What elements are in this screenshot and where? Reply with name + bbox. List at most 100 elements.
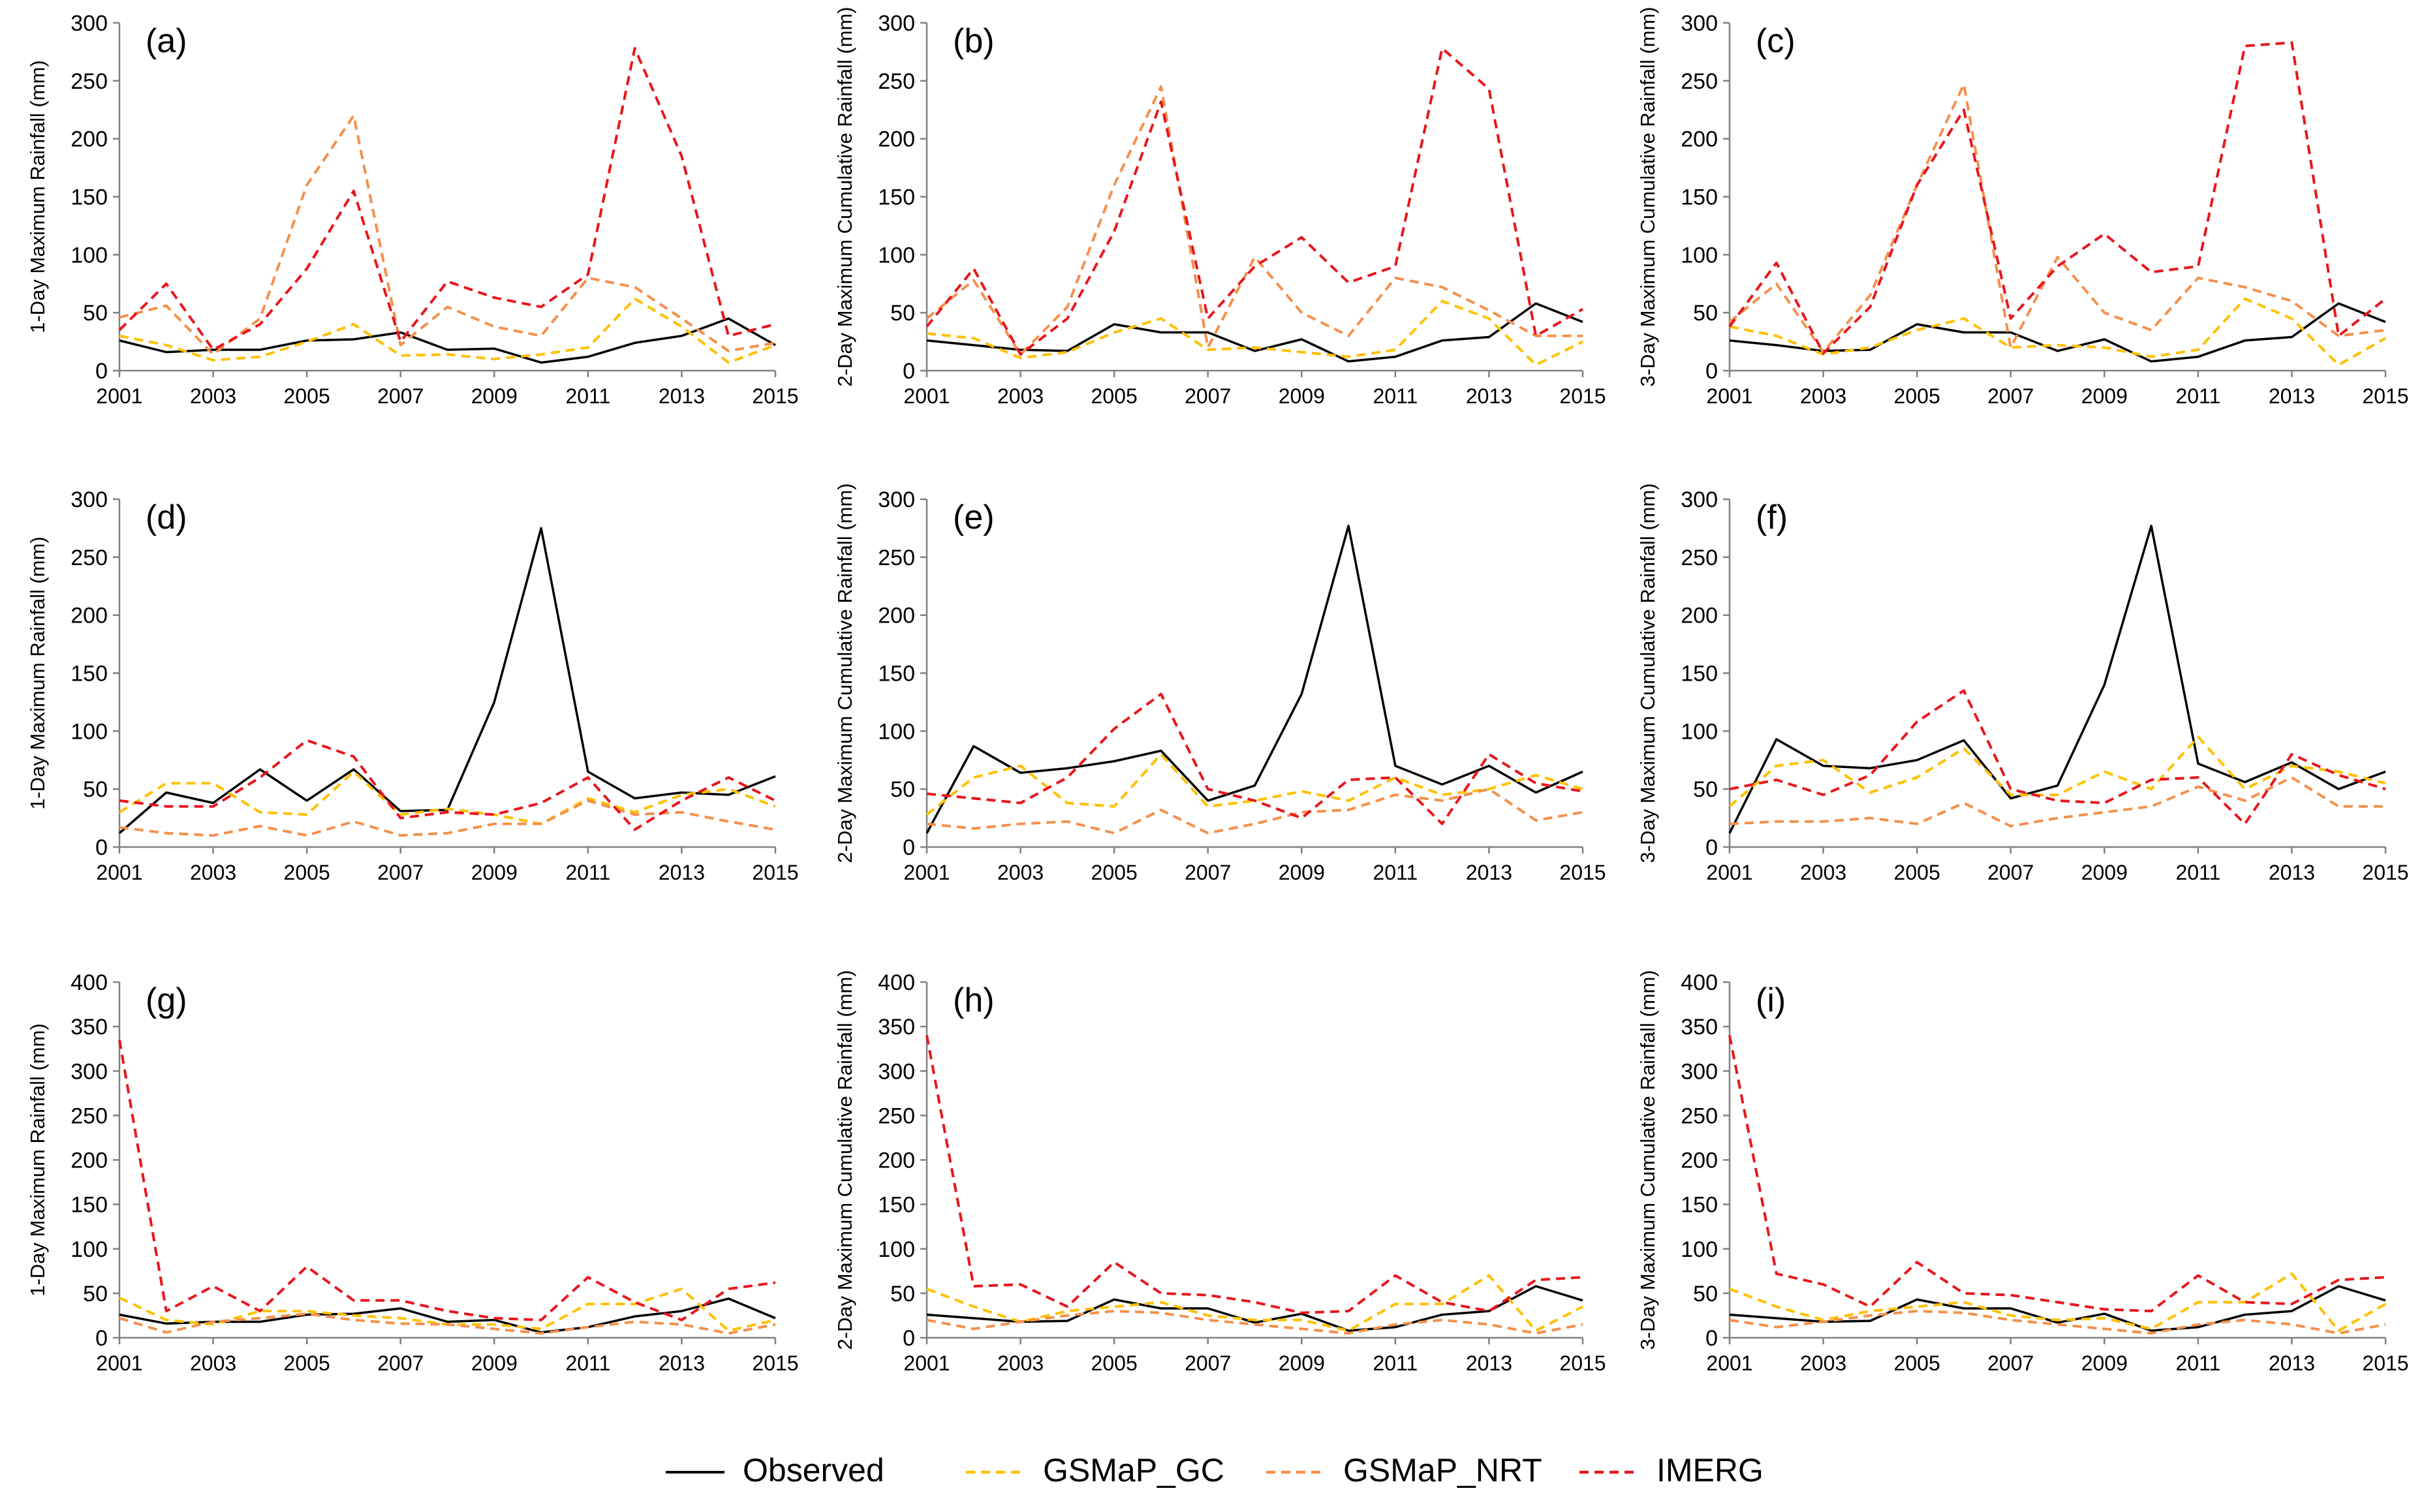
chart-panel-g: 0 50 100 150 200 250 300 350 400 2001 2003 2005 2007…	[26, 970, 799, 1375]
y-tick-label: 400	[878, 970, 915, 995]
y-axis-label: 3-Day Maximum Cumulative Rainfall (mm)	[1636, 970, 1659, 1350]
y-tick-label: 100	[1681, 719, 1718, 744]
x-tick-label: 2009	[471, 861, 518, 884]
series-line-observed	[1728, 525, 2386, 834]
x-tick-label: 2005	[284, 384, 330, 408]
x-tick-label: 2009	[1279, 1351, 1325, 1375]
series-line-gsmap-gc	[926, 1274, 1583, 1333]
series-line-imerg	[926, 692, 1583, 825]
y-tick-label: 150	[70, 1193, 108, 1218]
x-tick-label: 2013	[659, 1351, 705, 1375]
y-tick-label: 0	[903, 1326, 915, 1351]
x-tick-label: 2003	[997, 1351, 1044, 1375]
x-tick-label: 2013	[1466, 861, 1512, 884]
x-tick-label: 2011	[1373, 1351, 1418, 1375]
y-tick-label: 50	[83, 777, 108, 802]
panel-label: (h)	[953, 981, 995, 1019]
y-tick-label: 200	[878, 127, 915, 152]
series-line-observed	[925, 525, 1583, 834]
series-line-gsmap-gc	[1728, 735, 2386, 808]
x-tick-label: 2005	[1091, 861, 1138, 884]
y-tick-label: 200	[1681, 1149, 1718, 1173]
series-line-gsmap-nrt	[119, 799, 776, 837]
y-tick-label: 250	[878, 69, 915, 94]
y-tick-label: 50	[83, 301, 108, 326]
series-line-gsmap-gc	[119, 297, 776, 364]
x-tick-label: 2005	[284, 861, 330, 884]
x-tick-label: 2011	[2175, 861, 2220, 884]
y-tick-label: 150	[878, 185, 915, 210]
x-tick-label: 2015	[1559, 861, 1606, 884]
series-line-observed	[926, 1285, 1583, 1332]
y-tick-label: 250	[70, 546, 108, 570]
x-tick-label: 2005	[1894, 1351, 1940, 1375]
x-tick-label: 2003	[190, 861, 236, 884]
y-tick-label: 100	[70, 719, 108, 744]
x-tick-label: 2001	[96, 384, 142, 408]
x-tick-label: 2003	[1800, 384, 1846, 408]
y-tick-label: 300	[1681, 11, 1718, 36]
x-tick-label: 2003	[997, 384, 1044, 408]
y-axis-label: 1-Day Maximum Rainfall (mm)	[26, 60, 49, 333]
x-tick-label: 2013	[2269, 861, 2315, 884]
series-line-observed	[119, 1297, 776, 1334]
y-tick-label: 0	[95, 359, 108, 384]
x-tick-label: 2011	[1373, 384, 1418, 408]
x-tick-label: 2001	[96, 1351, 142, 1375]
y-tick-label: 350	[70, 1015, 108, 1040]
y-tick-label: 150	[878, 1193, 915, 1218]
x-tick-label: 2009	[1279, 861, 1325, 884]
x-tick-label: 2005	[1091, 384, 1138, 408]
x-tick-label: 2013	[1466, 384, 1512, 408]
x-tick-label: 2013	[1466, 1351, 1512, 1375]
y-tick-label: 50	[1693, 777, 1718, 802]
series-line-observed	[1729, 1285, 2386, 1332]
series-line-imerg	[1729, 689, 2386, 825]
x-tick-label: 2007	[1987, 384, 2034, 408]
series-line-imerg	[1728, 1035, 2386, 1313]
series-line-gsmap-gc	[926, 300, 1583, 367]
chart-panel-b: 0 50 100 150 200 250 300 2001 2003 2005 2007 2009 20…	[833, 7, 1606, 408]
y-tick-label: 150	[70, 662, 108, 687]
y-tick-label: 50	[890, 301, 915, 326]
y-tick-label: 0	[1705, 359, 1718, 384]
x-tick-label: 2001	[1706, 384, 1752, 408]
y-axis-label: 2-Day Maximum Cumulative Rainfall (mm)	[833, 483, 856, 863]
y-tick-label: 250	[70, 69, 108, 94]
y-axis-label: 1-Day Maximum Rainfall (mm)	[26, 1023, 49, 1297]
y-tick-label: 0	[95, 1326, 108, 1351]
y-tick-label: 100	[878, 243, 915, 268]
y-tick-label: 200	[70, 127, 108, 152]
chart-panel-i: 0 50 100 150 200 250 300 350 400 2001 2003 2005 2007…	[1636, 970, 2409, 1375]
legend-item-gsmap-nrt: GSMaP_NRT	[1266, 1452, 1542, 1489]
y-tick-label: 150	[878, 662, 915, 687]
y-tick-label: 50	[890, 1282, 915, 1306]
x-tick-label: 2001	[903, 384, 950, 408]
y-tick-label: 400	[1681, 970, 1718, 995]
x-tick-label: 2007	[1185, 1351, 1231, 1375]
y-tick-label: 150	[1681, 185, 1718, 210]
x-tick-label: 2003	[997, 861, 1044, 884]
x-tick-label: 2007	[377, 384, 424, 408]
x-tick-label: 2007	[1987, 1351, 2034, 1375]
x-tick-label: 2011	[2175, 1351, 2220, 1375]
y-tick-label: 400	[70, 970, 108, 995]
panel-label: (e)	[953, 499, 995, 536]
x-tick-label: 2011	[565, 1351, 610, 1375]
x-tick-label: 2011	[565, 384, 610, 408]
y-tick-label: 250	[1681, 1103, 1718, 1128]
y-tick-label: 200	[1681, 127, 1718, 152]
series-line-gsmap-nrt	[1729, 776, 2386, 827]
x-tick-label: 2007	[1987, 861, 2034, 884]
x-tick-label: 2007	[377, 1351, 424, 1375]
legend-item-observed: Observed	[666, 1452, 884, 1489]
legend: Observed GSMaP_GC GSMaP_NRT IMERG	[666, 1452, 1764, 1489]
series-line-gsmap-nrt	[1728, 83, 2386, 354]
x-tick-label: 2011	[2175, 384, 2220, 408]
x-tick-label: 2009	[1279, 384, 1325, 408]
y-tick-label: 300	[878, 1059, 915, 1084]
series-line-gsmap-nrt	[119, 114, 776, 356]
x-tick-label: 2011	[565, 861, 610, 884]
y-tick-label: 100	[1681, 243, 1718, 268]
x-tick-label: 2013	[659, 861, 705, 884]
